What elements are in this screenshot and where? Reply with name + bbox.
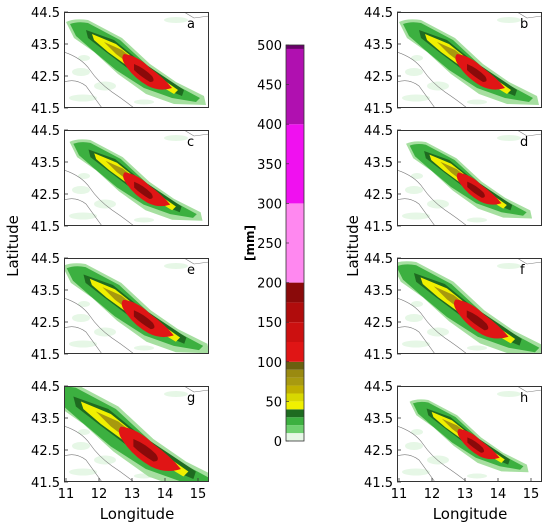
ytick-label: 41.5	[364, 220, 393, 235]
colorbar-tick: 300	[257, 197, 282, 212]
xtick-label: 15	[190, 487, 207, 502]
ytick-label: 42.5	[364, 444, 393, 459]
panel-label-d: d	[520, 135, 528, 150]
ytick-label: 42.5	[31, 70, 60, 85]
panel-label-f: f	[520, 263, 525, 278]
ytick-label: 44.5	[364, 6, 393, 21]
xtick-label: 11	[58, 487, 75, 502]
xtick-label: 14	[157, 487, 174, 502]
ytick-label: 41.5	[31, 476, 60, 491]
left-xlabel: Longitude	[100, 505, 175, 523]
panel-label-a: a	[187, 17, 195, 32]
map-panel-h: h 44.5 43.5 42.5 41.511 12 13 14 15	[364, 380, 542, 502]
xtick-label: 11	[391, 487, 408, 502]
colorbar-tick: 350	[257, 158, 282, 173]
ytick-label: 43.5	[31, 156, 60, 171]
map-panel-a: a 44.5 43.5 42.5 41.5	[31, 6, 209, 117]
panel-label-b: b	[520, 17, 528, 32]
colorbar-tick: 100	[257, 356, 282, 371]
ytick-label: 43.5	[364, 156, 393, 171]
ytick-label: 44.5	[364, 124, 393, 139]
map-panel-c: c 44.5 43.5 42.5 41.5	[31, 124, 209, 235]
ytick-label: 43.5	[31, 38, 60, 53]
right-ylabel: Latitude	[344, 215, 362, 277]
ytick-label: 42.5	[364, 316, 393, 331]
panel-label-g: g	[187, 391, 195, 406]
colorbar-tick: 500	[257, 39, 282, 54]
panel-label-c: c	[187, 135, 194, 150]
left-ylabel: Latitude	[4, 215, 22, 277]
colorbar-label: [mm]	[243, 225, 257, 261]
ytick-label: 44.5	[31, 380, 60, 395]
colorbar-tick: 400	[257, 118, 282, 133]
colorbar-tick: 250	[257, 237, 282, 252]
map-panel-f: f 44.5 43.5 42.5 41.5	[364, 252, 542, 363]
ytick-label: 44.5	[31, 252, 60, 267]
map-panel-d: d 44.5 43.5 42.5 41.5	[364, 124, 542, 235]
ytick-label: 44.5	[31, 124, 60, 139]
panel-label-e: e	[187, 263, 195, 278]
xtick-label: 14	[490, 487, 507, 502]
map-panel-g: g 44.5 43.5 42.5 41.511 12 13 14 15	[31, 380, 209, 502]
map-panel-e: e 44.5 43.5 42.5 41.5	[31, 252, 209, 363]
panel-label-h: h	[520, 391, 528, 406]
right-xlabel: Longitude	[433, 505, 508, 523]
xtick-label: 15	[523, 487, 540, 502]
ytick-label: 42.5	[31, 188, 60, 203]
xtick-label: 13	[124, 487, 141, 502]
colorbar-tick: 0	[274, 435, 282, 450]
ytick-label: 42.5	[31, 444, 60, 459]
ytick-label: 42.5	[364, 70, 393, 85]
ytick-label: 44.5	[364, 252, 393, 267]
ytick-label: 43.5	[31, 412, 60, 427]
ytick-label: 42.5	[31, 316, 60, 331]
ytick-label: 44.5	[31, 6, 60, 21]
colorbar-tick: 200	[257, 277, 282, 292]
colorbar-tick: 50	[265, 395, 282, 410]
ytick-label: 43.5	[31, 284, 60, 299]
xtick-label: 12	[91, 487, 108, 502]
ytick-label: 43.5	[364, 412, 393, 427]
ytick-label: 42.5	[364, 188, 393, 203]
ytick-label: 43.5	[364, 38, 393, 53]
ytick-label: 41.5	[364, 348, 393, 363]
ytick-label: 43.5	[364, 284, 393, 299]
ytick-label: 41.5	[31, 102, 60, 117]
ytick-label: 41.5	[364, 102, 393, 117]
xtick-label: 13	[457, 487, 474, 502]
map-panel-b: b 44.5 43.5 42.5 41.5	[364, 6, 542, 117]
ytick-label: 41.5	[31, 220, 60, 235]
colorbar-tick: 450	[257, 79, 282, 94]
ytick-label: 44.5	[364, 380, 393, 395]
ytick-label: 41.5	[364, 476, 393, 491]
ytick-label: 41.5	[31, 348, 60, 363]
colorbar-tick: 150	[257, 316, 282, 331]
xtick-label: 12	[424, 487, 441, 502]
